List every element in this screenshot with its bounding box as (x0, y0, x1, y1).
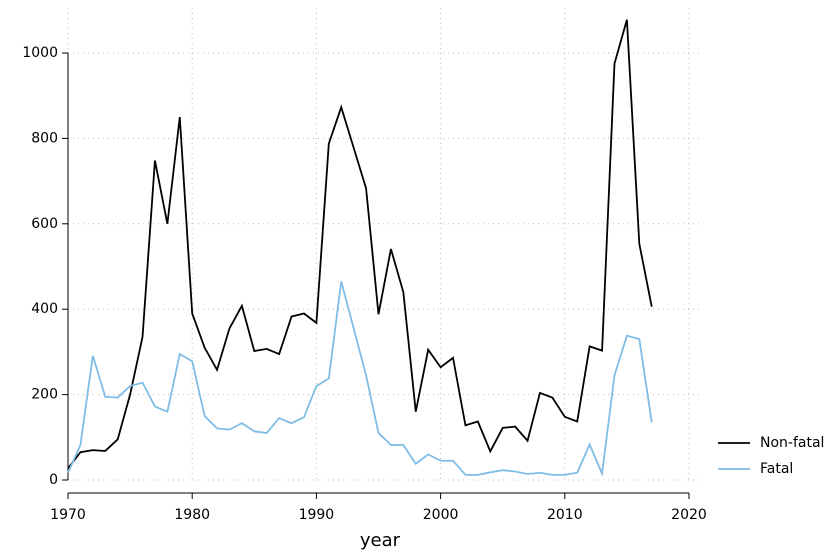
y-tick-label: 400 (31, 301, 58, 317)
x-axis-label: year (360, 530, 401, 551)
legend-label: Fatal (760, 461, 793, 477)
x-tick-label: 2010 (547, 507, 583, 523)
x-tick-label: 2020 (671, 507, 707, 523)
y-tick-label: 1000 (22, 45, 58, 61)
y-tick-label: 0 (49, 472, 58, 488)
legend-label: Non-fatal (760, 435, 824, 451)
series-line (67, 19, 653, 470)
x-tick-label: 2000 (423, 507, 459, 523)
x-tick-label: 1970 (50, 507, 86, 523)
x-tick-label: 1980 (174, 507, 210, 523)
y-tick-label: 800 (31, 130, 58, 146)
y-tick-label: 200 (31, 387, 58, 403)
y-tick-label: 600 (31, 216, 58, 232)
x-tick-label: 1990 (299, 507, 335, 523)
series-line (67, 281, 653, 477)
